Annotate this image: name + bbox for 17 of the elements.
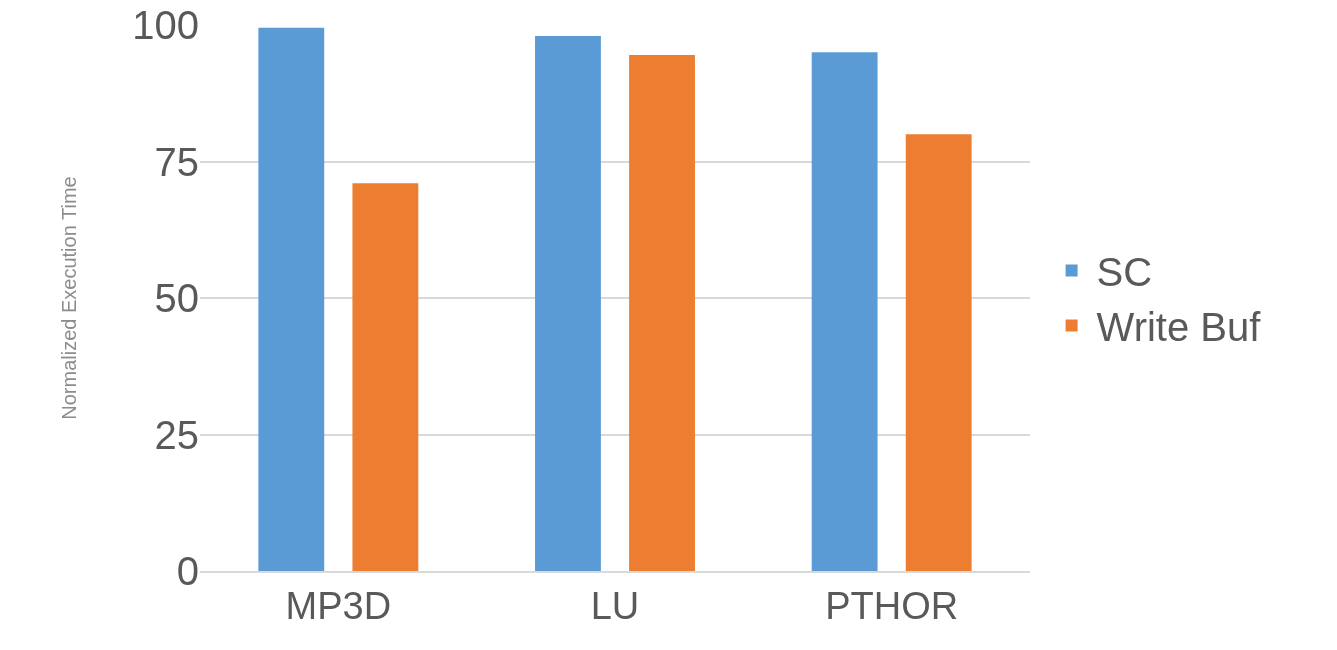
x-tick-label: MP3D [285, 584, 392, 627]
legend-label: Write Buf [1096, 305, 1262, 350]
y-axis-title: Normalized Execution Time [57, 176, 80, 420]
x-tick-label: PTHOR [825, 584, 959, 627]
x-tick-label: LU [590, 584, 640, 627]
bar [535, 35, 601, 571]
y-tick-label: 25 [154, 412, 199, 457]
bar [629, 55, 695, 571]
bar [352, 183, 419, 571]
bar [905, 134, 972, 571]
y-tick-label: 0 [176, 549, 199, 593]
legend-label: SC [1096, 250, 1153, 295]
bar [811, 52, 878, 571]
bar [258, 27, 325, 571]
y-tick-label: 50 [154, 276, 199, 320]
y-tick-label: 75 [154, 139, 199, 184]
y-tick-label: 100 [132, 3, 199, 47]
